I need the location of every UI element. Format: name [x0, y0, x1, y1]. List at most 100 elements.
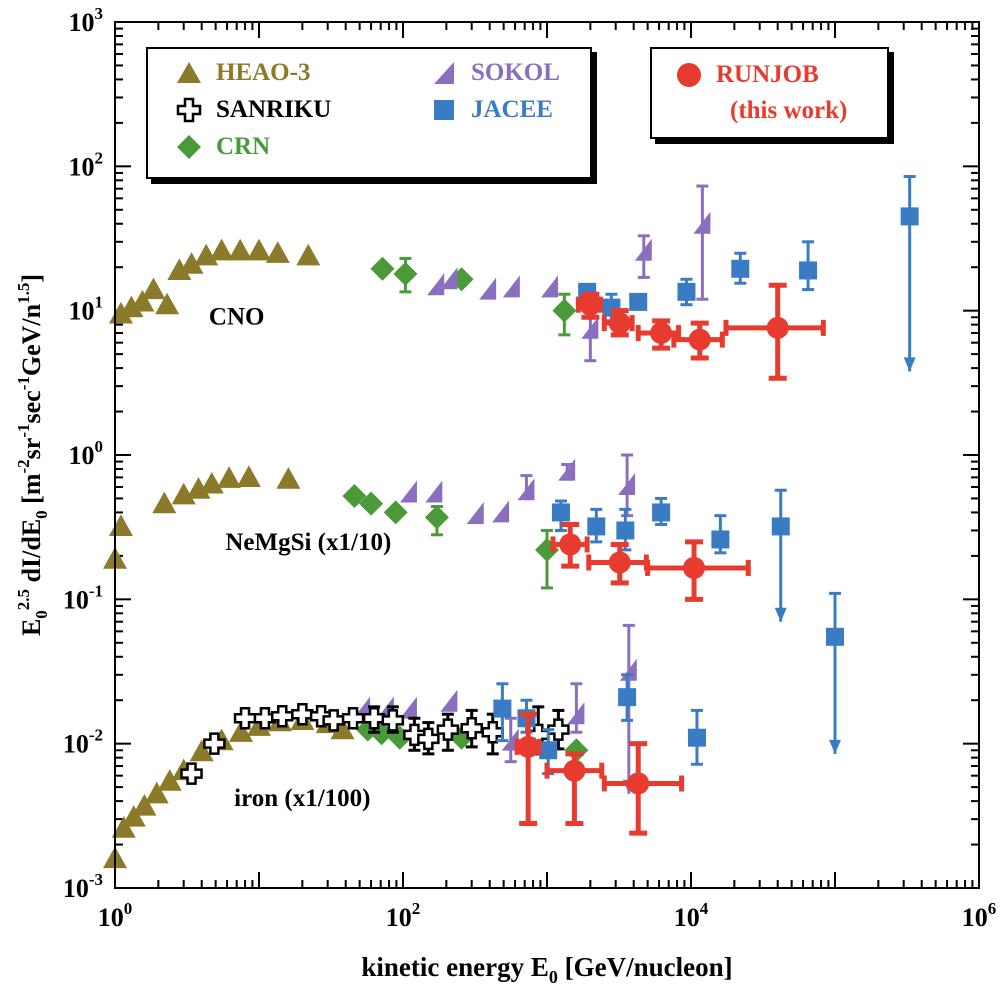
cross-marker-icon — [176, 97, 202, 123]
sanriku-point — [417, 727, 440, 751]
legend-label-sokol: SOKOL — [471, 59, 560, 86]
heao3-point — [157, 769, 182, 791]
heao3-point — [152, 491, 177, 514]
wedge-marker-icon — [431, 60, 457, 86]
sanriku-point — [180, 762, 203, 785]
crn-point — [342, 483, 367, 508]
y-tick-label: 102 — [69, 148, 104, 181]
heao3-point — [247, 714, 271, 736]
jacee-point — [493, 699, 512, 718]
sanriku-point — [203, 732, 226, 755]
jacee-point — [826, 627, 844, 646]
jacee-series — [493, 175, 919, 776]
jacee-point — [677, 282, 696, 301]
sokol-point — [440, 267, 458, 290]
square-marker-icon — [431, 97, 457, 123]
data-marks — [103, 175, 919, 869]
heao3-point — [228, 238, 253, 261]
sokol-point — [466, 502, 484, 525]
crn-point — [552, 298, 577, 323]
y-axis-label: E02.5 dI/dE0 [m-2sr-1sec-1GeV/n1.5] — [14, 274, 51, 636]
sokol-point — [693, 211, 711, 234]
sanriku-point — [362, 707, 386, 730]
heao3-point — [171, 482, 196, 505]
legend-item-heao3: HEAO-3 — [176, 59, 310, 87]
heao3-point — [276, 467, 301, 489]
sokol-point — [581, 316, 599, 339]
x-tick-label: 102 — [386, 899, 421, 932]
runjob-point — [517, 735, 540, 758]
sokol-point — [567, 702, 585, 725]
upper-limit-arrow — [903, 357, 916, 372]
heao3-point — [265, 241, 290, 263]
heao3-point — [111, 816, 136, 838]
upper-limit-arrow — [774, 607, 787, 622]
heao3-point — [199, 471, 224, 494]
tick-labels: 100 102 104 106 10-3 10-2 10-1 100 101 102 103 — [63, 4, 996, 932]
legend-label-runjob-note: (this work) — [730, 97, 848, 124]
runjob-point — [608, 551, 631, 574]
sokol-point — [541, 275, 559, 298]
legend-label-heao3: HEAO-3 — [216, 59, 311, 86]
y-tick-label: 10-3 — [63, 870, 103, 903]
crn-point — [370, 256, 395, 281]
heao3-point — [330, 717, 355, 740]
runjob-series — [514, 282, 826, 836]
sanriku-series — [180, 702, 570, 785]
sokol-point — [558, 458, 576, 481]
legend-label-sanriku: SANRIKU — [216, 96, 332, 123]
legend-item-sokol: SOKOL — [431, 59, 560, 87]
heao3-point — [130, 289, 155, 312]
sokol-point — [502, 275, 520, 298]
heao3-point — [296, 243, 321, 266]
heao3-point — [209, 238, 234, 261]
sokol-point — [425, 480, 443, 503]
legend-item-runjob: RUNJOB — [676, 61, 819, 89]
group-label: iron (x1/100) — [234, 785, 370, 812]
sokol-point — [634, 238, 652, 261]
jacee-point — [539, 741, 558, 760]
sanriku-point — [481, 720, 504, 744]
sokol-point — [427, 273, 445, 296]
crn-point — [424, 505, 449, 530]
jacee-point — [551, 503, 570, 522]
runjob-point — [766, 316, 789, 339]
jacee-point — [771, 517, 790, 536]
runjob-point — [688, 328, 711, 351]
crn-point — [393, 261, 418, 286]
jacee-point — [711, 530, 730, 549]
sokol-point — [479, 277, 497, 300]
diamond-marker-icon — [176, 134, 202, 160]
triangle-marker-icon — [176, 60, 202, 86]
jacee-point — [687, 728, 706, 747]
sanriku-point — [381, 709, 405, 732]
jacee-point — [900, 207, 919, 226]
sanriku-point — [547, 718, 570, 741]
sanriku-point — [403, 723, 426, 747]
sanriku-point — [309, 704, 333, 728]
runjob-point — [650, 322, 673, 345]
heao3-point — [247, 238, 271, 261]
legend-label-runjob: RUNJOB — [716, 61, 819, 88]
heao3-point — [179, 252, 204, 274]
runjob-point — [683, 556, 706, 579]
y-tick-label: 101 — [69, 293, 104, 326]
heao3-point — [108, 514, 133, 537]
heao3-point — [144, 781, 169, 804]
x-tick-label: 100 — [98, 899, 133, 932]
x-tick-label: 106 — [962, 899, 997, 932]
runjob-point — [608, 312, 631, 335]
sanriku-point — [253, 707, 277, 730]
upper-limit-arrow — [829, 739, 841, 754]
jacee-point — [618, 688, 637, 707]
jacee-point — [799, 261, 818, 280]
y-tick-label: 10-2 — [63, 726, 103, 759]
y-tick-label: 100 — [69, 437, 104, 470]
group-label: NeMgSi (x1/10) — [225, 529, 391, 556]
sanriku-point — [460, 716, 483, 740]
sokol-point — [440, 689, 458, 712]
crn-point — [383, 500, 408, 525]
legend-item-runjob-note: (this work) — [730, 97, 847, 125]
x-tick-label: 104 — [674, 899, 709, 932]
